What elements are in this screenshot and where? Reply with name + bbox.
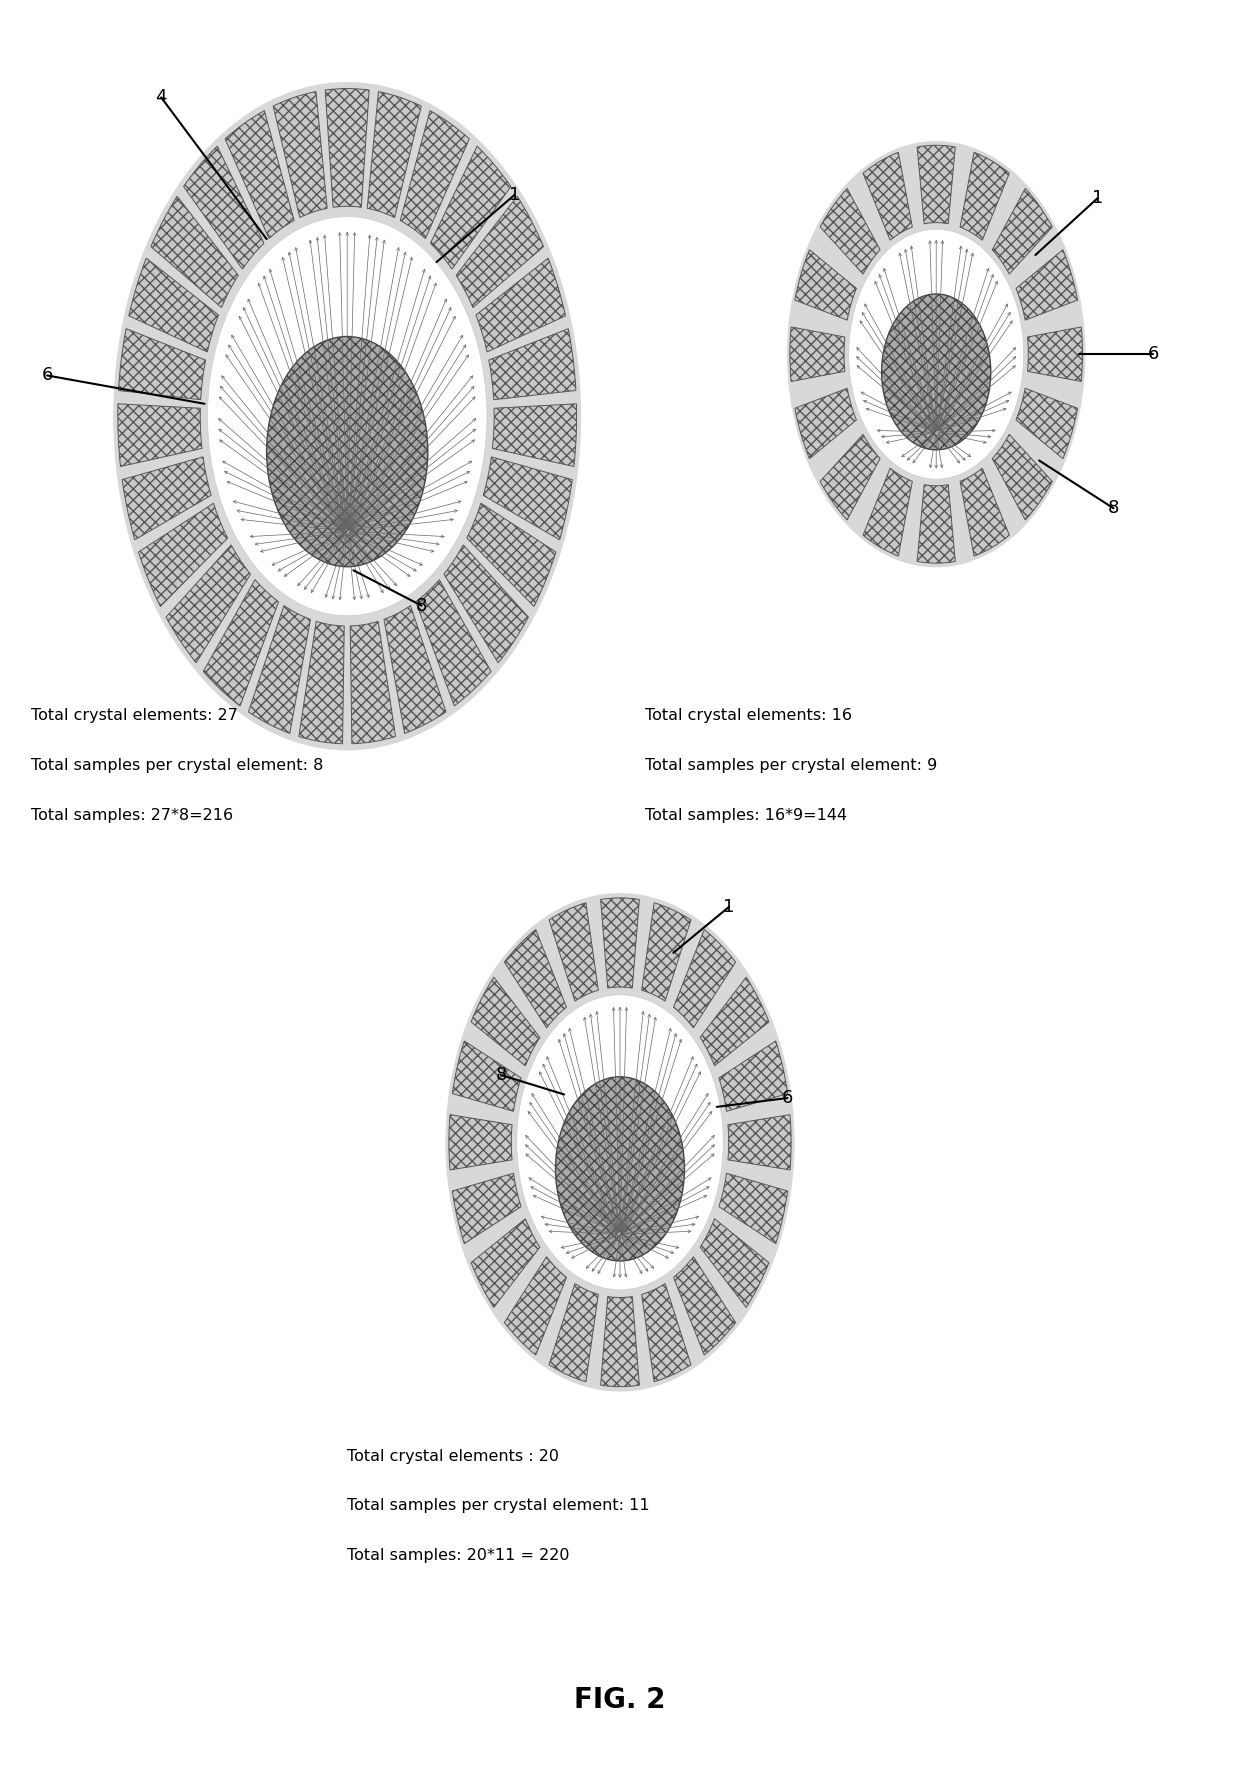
Wedge shape <box>489 329 575 400</box>
Wedge shape <box>166 545 250 662</box>
Wedge shape <box>445 893 795 1392</box>
Wedge shape <box>505 930 567 1027</box>
Wedge shape <box>226 110 294 239</box>
Wedge shape <box>549 1284 599 1381</box>
Wedge shape <box>505 1257 567 1355</box>
Wedge shape <box>1028 328 1083 381</box>
Wedge shape <box>673 1257 735 1355</box>
Text: 1: 1 <box>723 898 735 916</box>
Text: Total samples: 27*8=216: Total samples: 27*8=216 <box>31 808 233 822</box>
Text: Total samples per crystal element: 9: Total samples per crystal element: 9 <box>645 758 937 772</box>
Wedge shape <box>123 457 211 540</box>
Wedge shape <box>466 503 556 606</box>
Circle shape <box>267 336 428 567</box>
Text: 8: 8 <box>1107 499 1120 517</box>
Text: 6: 6 <box>41 367 53 384</box>
Wedge shape <box>820 434 880 521</box>
Text: Total samples per crystal element: 8: Total samples per crystal element: 8 <box>31 758 324 772</box>
Wedge shape <box>367 92 422 218</box>
Wedge shape <box>139 503 228 606</box>
Wedge shape <box>790 328 844 381</box>
Circle shape <box>556 1077 684 1261</box>
Text: 6: 6 <box>781 1089 794 1107</box>
Circle shape <box>517 995 723 1289</box>
Wedge shape <box>600 1296 640 1387</box>
Wedge shape <box>795 388 857 459</box>
Wedge shape <box>728 1114 791 1171</box>
Wedge shape <box>641 1284 691 1381</box>
Wedge shape <box>719 1041 787 1112</box>
Wedge shape <box>151 197 238 308</box>
Text: 6: 6 <box>1147 345 1159 363</box>
Circle shape <box>882 294 991 450</box>
Circle shape <box>848 228 1024 480</box>
Text: Total samples: 20*11 = 220: Total samples: 20*11 = 220 <box>347 1548 569 1562</box>
Wedge shape <box>415 579 491 707</box>
Wedge shape <box>119 329 206 400</box>
Wedge shape <box>863 468 913 556</box>
Wedge shape <box>820 188 880 275</box>
Wedge shape <box>549 903 599 1001</box>
Text: Total crystal elements : 20: Total crystal elements : 20 <box>347 1449 559 1463</box>
Text: Total samples: 16*9=144: Total samples: 16*9=144 <box>645 808 847 822</box>
Wedge shape <box>795 250 857 321</box>
Wedge shape <box>918 145 955 223</box>
Wedge shape <box>476 259 565 352</box>
Text: FIG. 2: FIG. 2 <box>574 1686 666 1714</box>
Text: 1: 1 <box>508 186 521 204</box>
Wedge shape <box>863 152 913 241</box>
Wedge shape <box>453 1172 521 1243</box>
Text: 4: 4 <box>155 89 167 106</box>
Text: 8: 8 <box>495 1066 507 1084</box>
Circle shape <box>207 216 487 616</box>
Wedge shape <box>129 259 218 352</box>
Wedge shape <box>960 468 1009 556</box>
Wedge shape <box>600 898 640 988</box>
Wedge shape <box>456 197 543 308</box>
Wedge shape <box>1016 250 1078 321</box>
Text: Total samples per crystal element: 11: Total samples per crystal element: 11 <box>347 1498 650 1512</box>
Text: 1: 1 <box>1091 189 1104 207</box>
Wedge shape <box>992 434 1053 521</box>
Text: Total crystal elements: 16: Total crystal elements: 16 <box>645 708 852 723</box>
Wedge shape <box>484 457 572 540</box>
Wedge shape <box>992 188 1053 275</box>
Wedge shape <box>719 1172 787 1243</box>
Wedge shape <box>471 978 539 1066</box>
Wedge shape <box>248 606 310 733</box>
Wedge shape <box>350 622 396 744</box>
Wedge shape <box>641 903 691 1001</box>
Wedge shape <box>1016 388 1078 459</box>
Text: 8: 8 <box>415 597 428 615</box>
Wedge shape <box>918 485 955 563</box>
Wedge shape <box>960 152 1009 241</box>
Wedge shape <box>453 1041 521 1112</box>
Wedge shape <box>273 92 327 218</box>
Wedge shape <box>471 1218 539 1307</box>
Wedge shape <box>325 89 370 207</box>
Wedge shape <box>673 930 735 1027</box>
Wedge shape <box>184 147 264 269</box>
Wedge shape <box>787 142 1085 567</box>
Wedge shape <box>492 404 577 466</box>
Wedge shape <box>430 147 511 269</box>
Wedge shape <box>701 978 769 1066</box>
Wedge shape <box>444 545 528 662</box>
Wedge shape <box>118 404 202 466</box>
Wedge shape <box>449 1114 512 1171</box>
Text: Total crystal elements: 27: Total crystal elements: 27 <box>31 708 238 723</box>
Wedge shape <box>384 606 446 733</box>
Wedge shape <box>113 81 582 751</box>
Wedge shape <box>401 110 469 239</box>
Wedge shape <box>203 579 279 707</box>
Wedge shape <box>701 1218 769 1307</box>
Wedge shape <box>299 622 345 744</box>
